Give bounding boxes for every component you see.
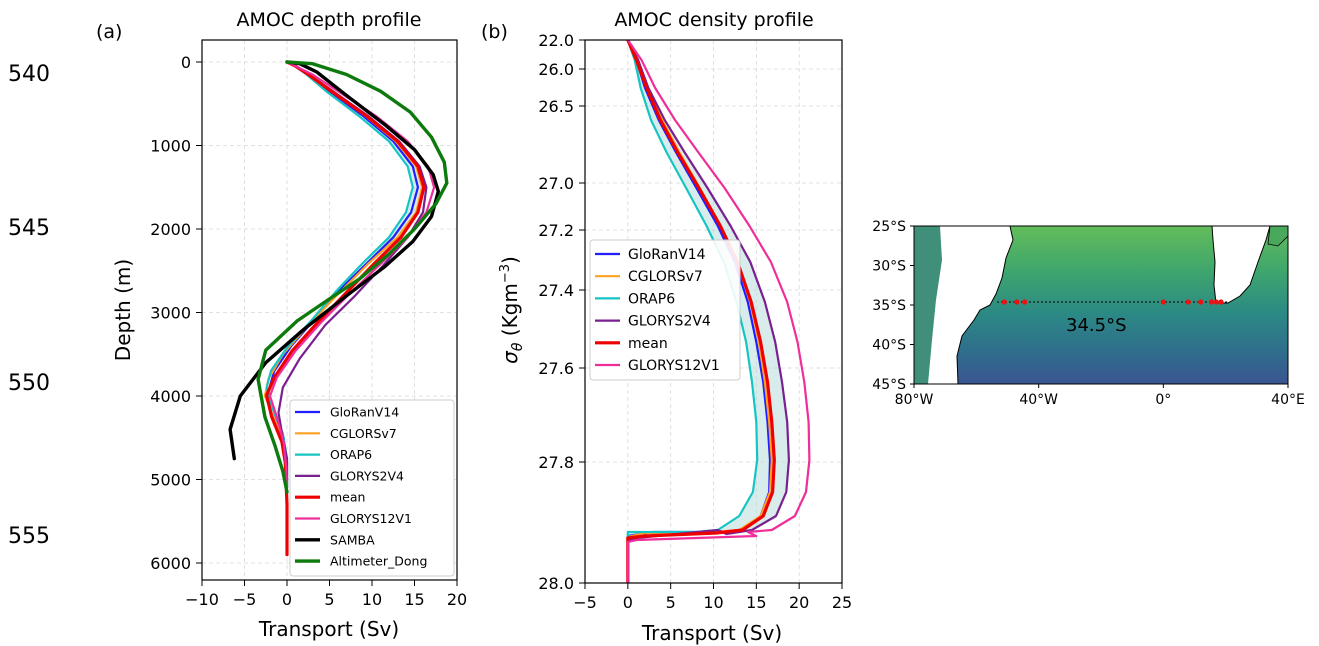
legend-b-label: GloRanV14: [628, 247, 706, 263]
series-line-altimeter_dong: [256, 60, 449, 494]
map-station-marker: [1198, 299, 1204, 305]
legend-b-label: CGLORSv7: [628, 269, 703, 285]
panel-b-legend: GloRanV14 CGLORSv7 ORAP6 GLORYS2V4 mean GLORY…: [589, 239, 741, 381]
panel-b-ticks: −5 0 5 10 15 20 25 22.0 26.0 26.5 27.0 27.2 27.4 27.6…: [538, 31, 852, 612]
map-ticks: 25°S 30°S 35°S 40°S 45°S80°W 40°W 0° 40°E: [872, 219, 1305, 408]
legend-a-label: ORAP6: [330, 447, 372, 462]
panel-a-ytick-label: 0: [181, 53, 191, 72]
panel-a-legend: GloRanV14 CGLORSv7 ORAP6 GLORYS2V4 mean GLORY…: [289, 399, 455, 577]
map-panel: 34.5°S 25°S 30°S 35°S 40°S 45°S80°W 40°W 0° 40°…: [872, 219, 1305, 408]
panel-a-ytick-label: 5000: [150, 471, 191, 490]
panel-a-xtick-label: 0: [282, 590, 292, 609]
panel-a-xtick-label: 20: [447, 590, 467, 609]
map-station-marker: [1218, 299, 1224, 305]
legend-a-label: GLORYS12V1: [330, 511, 412, 526]
map-xtick-label: 0°: [1155, 392, 1171, 408]
map-station-marker: [1014, 299, 1020, 305]
panel-b-ytick-label: 27.8: [538, 453, 574, 472]
series-line-b-glorys12v1: [626, 40, 811, 583]
map-xtick-label: 80°W: [895, 392, 934, 408]
map-station-marker: [1185, 299, 1191, 305]
panel-b-tag: (b): [481, 21, 508, 43]
panel-a: (a) AMOC depth profile −10 −5 0 5 10 15 20 0 100…: [96, 9, 467, 641]
panel-b-title: AMOC density profile: [614, 9, 813, 31]
panel-b-xtick-label: −5: [573, 593, 597, 612]
map-annotation: 34.5°S: [1066, 315, 1127, 336]
panel-b-xtick-label: 20: [789, 593, 809, 612]
map-ytick-label: 45°S: [872, 377, 906, 393]
panel-a-xlabel: Transport (Sv): [258, 617, 399, 641]
map-ytick-label: 35°S: [872, 298, 906, 314]
panel-b-ytick-label: 27.0: [538, 174, 574, 193]
panel-b-ytick-label: 27.2: [538, 221, 574, 240]
legend-a-label: GloRanV14: [330, 405, 399, 420]
line-number-550: 550: [8, 371, 50, 396]
legend-a-label: SAMBA: [330, 532, 375, 547]
panel-a-xtick-label: −5: [233, 590, 257, 609]
legend-a-label: mean: [330, 490, 365, 505]
line-number-540: 540: [8, 62, 50, 87]
series-line-b-glorys2v4: [626, 40, 790, 542]
legend-b-label: GLORYS12V1: [628, 358, 720, 374]
panel-a-ytick-label: 6000: [150, 554, 191, 573]
series-line-orap6: [265, 60, 414, 489]
panel-a-ytick-label: 1000: [150, 137, 191, 156]
legend-b-label: GLORYS2V4: [628, 314, 711, 330]
panel-b: (b) AMOC density profile −5 0 5 10 15 20 25 22.…: [481, 9, 852, 645]
map-ytick-label: 40°S: [872, 338, 906, 354]
series-line-b-mean: [626, 40, 776, 583]
panel-b-ytick-label: 28.0: [538, 574, 574, 593]
map-station-marker: [1209, 299, 1215, 305]
panel-a-ylabel: Depth (m): [111, 259, 135, 361]
map-xtick-label: 40°W: [1019, 392, 1058, 408]
panel-a-series: [228, 60, 449, 557]
panel-b-ylabel: σθ (Kgm−3): [498, 256, 526, 364]
map-station-marker: [1001, 299, 1007, 305]
panel-b-xtick-label: 5: [666, 593, 676, 612]
panel-a-ytick-label: 2000: [150, 220, 191, 239]
panel-b-ytick-label: 26.5: [538, 97, 574, 116]
legend-b-label: mean: [628, 336, 668, 352]
panel-a-ticks: −10 −5 0 5 10 15 20 0 1000 2000 3000 4000 5000 6000: [150, 53, 467, 609]
panel-b-ytick-label: 27.6: [538, 359, 574, 378]
map-station-marker: [1213, 299, 1219, 305]
legend-a-label: CGLORSv7: [330, 426, 397, 441]
legend-b-label: ORAP6: [628, 291, 675, 307]
panel-b-ytick-label: 22.0: [538, 31, 574, 50]
panel-a-xtick-label: −10: [185, 590, 219, 609]
panel-b-xtick-label: 10: [703, 593, 723, 612]
panel-b-xlabel: Transport (Sv): [641, 621, 782, 645]
map-station-marker: [1160, 299, 1166, 305]
line-number-555: 555: [8, 524, 50, 549]
panel-a-ytick-label: 4000: [150, 387, 191, 406]
map-station-marker: [1022, 299, 1028, 305]
panel-a-title: AMOC depth profile: [236, 9, 421, 31]
legend-a-label: GLORYS2V4: [330, 468, 404, 483]
svg-text:σθ (Kgm−3): σθ (Kgm−3): [498, 256, 526, 364]
panel-a-ytick-label: 3000: [150, 304, 191, 323]
map-ytick-label: 30°S: [872, 259, 906, 275]
panel-b-ytick-label: 26.0: [538, 60, 574, 79]
map-xtick-label: 40°E: [1271, 392, 1305, 408]
series-line-samba: [228, 60, 440, 461]
panel-b-xtick-label: 25: [832, 593, 852, 612]
map-land-africa: [1211, 226, 1271, 304]
panel-b-series: [626, 40, 811, 583]
panel-a-xtick-label: 15: [404, 590, 424, 609]
panel-a-xtick-label: 10: [362, 590, 382, 609]
line-number-545: 545: [8, 216, 50, 241]
panel-a-tag: (a): [96, 21, 122, 43]
map-ytick-label: 25°S: [872, 219, 906, 235]
panel-b-xtick-label: 15: [746, 593, 766, 612]
series-line-mean: [265, 60, 426, 557]
panel-b-xtick-label: 0: [623, 593, 633, 612]
panel-a-xtick-label: 5: [324, 590, 334, 609]
legend-a-label: Altimeter_Dong: [330, 554, 427, 569]
panel-b-ytick-label: 27.4: [538, 281, 574, 300]
